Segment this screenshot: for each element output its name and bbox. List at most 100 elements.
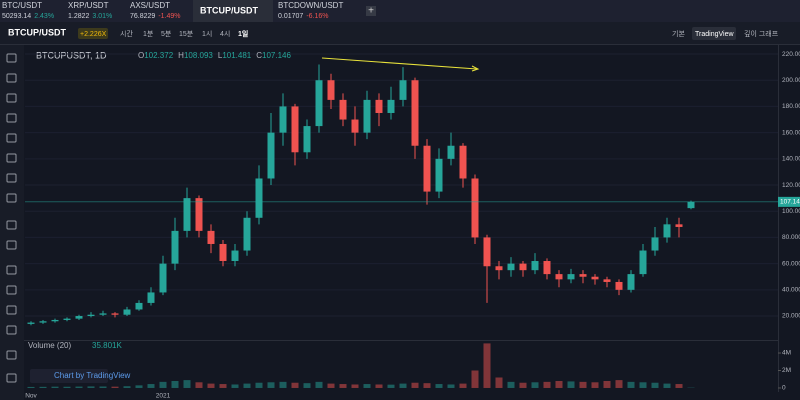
candle-body (279, 106, 287, 133)
tab-name[interactable]: BTCDOWN/USDT (278, 1, 343, 10)
candle-body (399, 80, 407, 100)
tab-quote[interactable]: 50293.14 2.43% (2, 13, 54, 20)
volume-bar (123, 386, 131, 388)
add-tab-icon[interactable]: + (368, 6, 374, 17)
volume-bar (243, 383, 251, 388)
candle-body (519, 263, 527, 271)
volume-bar (591, 382, 599, 388)
tool-icon[interactable] (6, 373, 17, 383)
tool-icon[interactable] (6, 350, 17, 360)
volume-bar (411, 382, 419, 388)
tool-icon[interactable] (6, 305, 17, 315)
ohlc-key: L (218, 51, 223, 60)
candle-body (615, 281, 623, 290)
tab-name[interactable]: BTC/USDT (2, 1, 42, 10)
candle-body (411, 80, 419, 146)
interval[interactable]: 4시 (220, 30, 230, 38)
interval[interactable]: 5분 (161, 30, 172, 38)
volume-bar (63, 386, 71, 388)
volume-bar (651, 382, 659, 388)
view-active[interactable] (692, 27, 736, 40)
tool-icon[interactable] (6, 93, 17, 103)
tab-quote[interactable]: 1.2822 3.01% (68, 13, 112, 20)
active-tab[interactable] (193, 0, 273, 22)
tool-icon[interactable] (6, 265, 17, 275)
candle-body (27, 322, 35, 324)
volume-bar (195, 382, 203, 388)
volume-bar (183, 380, 191, 388)
tab-name[interactable]: BTCUP/USDT (200, 5, 259, 15)
tool-icon[interactable] (6, 113, 17, 123)
add-tab[interactable] (366, 6, 376, 16)
volume-bar (87, 386, 95, 388)
tool-icon[interactable] (6, 240, 17, 250)
candle-body (447, 145, 455, 159)
interval[interactable]: 1일 (238, 29, 248, 38)
v-tick-label: 4M (782, 350, 791, 357)
tool-icon[interactable] (6, 193, 17, 203)
candle-body (219, 243, 227, 262)
volume-bar (291, 382, 299, 388)
candle-body (195, 198, 203, 231)
candle-body (51, 319, 59, 322)
tab-change: -1.49% (158, 13, 180, 20)
volume-bar (579, 381, 587, 388)
candle-body (39, 321, 47, 323)
volume-bar (507, 381, 515, 388)
tool-icon[interactable] (6, 53, 17, 63)
y-tick-label: 220.000 (782, 51, 800, 58)
candle-body (339, 99, 347, 120)
candle-body (375, 99, 383, 113)
candle-body (171, 230, 179, 264)
volume-bar (459, 383, 467, 388)
candle-body (135, 302, 143, 310)
candle-body (627, 274, 635, 290)
volume-bar (75, 386, 83, 388)
candle-body (291, 106, 299, 153)
ohlc-header: O102.372 H108.093 L101.481 C107.146 (138, 51, 291, 60)
candle-body (687, 201, 695, 209)
candle-body (303, 126, 311, 153)
watermark[interactable]: Chart by TradingView (54, 371, 131, 380)
tab-name[interactable]: XRP/USDT (68, 1, 109, 10)
tool-icon[interactable] (6, 73, 17, 83)
interval[interactable]: 15분 (179, 30, 194, 38)
chart-title: BTCUPUSDT, 1D (36, 50, 107, 60)
y-tick-label: 80.000 (782, 234, 800, 241)
candle-body (483, 237, 491, 267)
volume-bar (255, 382, 263, 388)
tool-icon[interactable] (6, 220, 17, 230)
trend-arrow (471, 65, 480, 72)
volume-bar (315, 381, 323, 388)
tool-icon[interactable] (6, 173, 17, 183)
tab-quote[interactable]: 76.8229 -1.49% (130, 13, 181, 20)
volume-bar (387, 384, 395, 388)
volume-bar (339, 384, 347, 388)
tab-quote[interactable]: 0.01707 -6.16% (278, 13, 329, 20)
y-tick-label: 60.000 (782, 260, 800, 267)
volume-bar (675, 384, 683, 388)
view[interactable]: 깊이 그래프 (744, 29, 779, 38)
symbol: BTCUP/USDT (8, 27, 67, 37)
view[interactable]: TradingView (695, 31, 734, 38)
tool-icon[interactable] (6, 285, 17, 295)
volume-bar (531, 382, 539, 388)
tool-icon[interactable] (6, 153, 17, 163)
candle-body (507, 263, 515, 271)
volume-bar (135, 385, 143, 388)
tool-icon[interactable] (6, 325, 17, 335)
tab-name[interactable]: AXS/USDT (130, 1, 170, 10)
volume-bar (219, 384, 227, 388)
candle-body (531, 261, 539, 271)
y-tick-label: 180.000 (782, 103, 800, 110)
candle-body (363, 99, 371, 133)
candle-body (663, 224, 671, 238)
interval[interactable]: 1분 (143, 30, 154, 38)
volume-bar (231, 384, 239, 388)
tool-column (0, 44, 24, 400)
watermark-box[interactable] (30, 369, 108, 383)
interval[interactable]: 1시 (202, 30, 212, 38)
view[interactable]: 기본 (672, 29, 685, 38)
tool-icon[interactable] (6, 133, 17, 143)
y-tick-label: 160.000 (782, 129, 800, 136)
